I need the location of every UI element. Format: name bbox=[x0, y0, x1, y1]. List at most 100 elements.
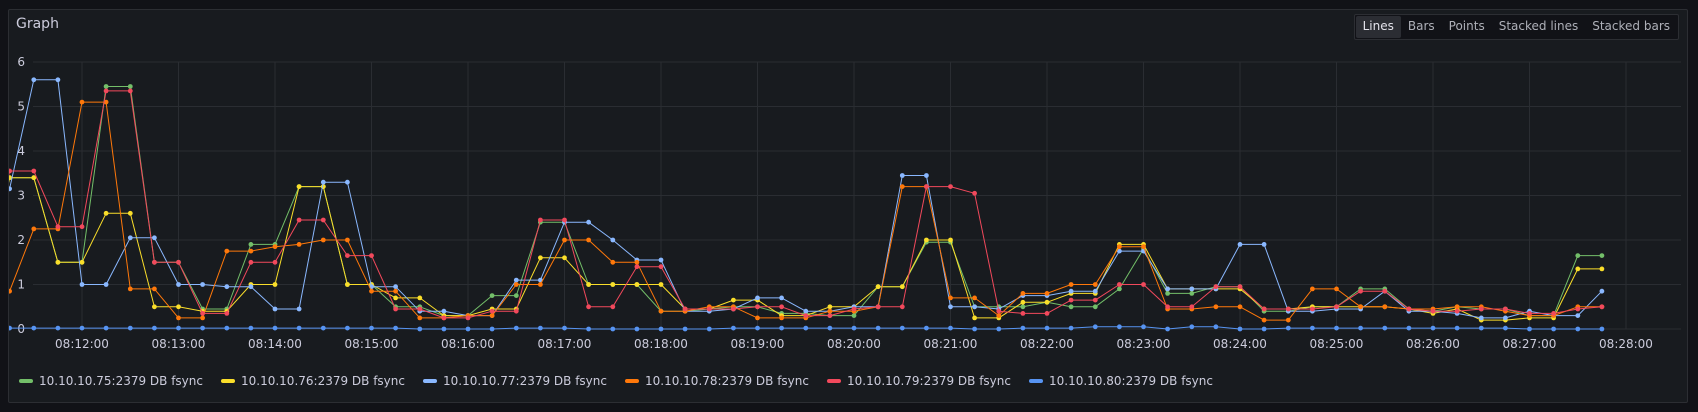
data-point bbox=[1189, 291, 1195, 296]
data-point bbox=[1117, 324, 1122, 330]
legend-item-5[interactable]: 10.10.10.79:2379 DB fsync bbox=[827, 374, 1011, 388]
data-point bbox=[899, 184, 905, 190]
x-tick-label: 08:26:00 bbox=[1406, 337, 1460, 351]
legend-item-2[interactable]: 10.10.10.76:2379 DB fsync bbox=[221, 374, 405, 388]
series-line-6 bbox=[9, 326, 1602, 330]
toggle-option-stacked-lines[interactable]: Stacked lines bbox=[1498, 19, 1579, 33]
data-point bbox=[9, 168, 12, 174]
data-point bbox=[1237, 284, 1243, 290]
legend-item-6[interactable]: 10.10.10.80:2379 DB fsync bbox=[1029, 374, 1213, 388]
y-tick-label: 5 bbox=[17, 100, 25, 114]
legend-swatch bbox=[221, 379, 235, 383]
data-point bbox=[200, 325, 206, 331]
data-point bbox=[1527, 326, 1532, 332]
data-point bbox=[634, 282, 640, 287]
data-point bbox=[924, 184, 929, 190]
data-point bbox=[851, 313, 857, 318]
data-point bbox=[1575, 313, 1581, 318]
data-point bbox=[1189, 324, 1195, 330]
data-point bbox=[899, 304, 905, 310]
data-point bbox=[610, 237, 616, 243]
data-point bbox=[1020, 299, 1026, 305]
data-point bbox=[152, 304, 157, 310]
data-point bbox=[586, 326, 591, 332]
toggle-option-points[interactable]: Points bbox=[1448, 19, 1485, 33]
data-point bbox=[79, 259, 85, 265]
data-point bbox=[1165, 286, 1170, 292]
data-point bbox=[1575, 306, 1581, 312]
data-point bbox=[996, 313, 1002, 318]
data-point bbox=[152, 325, 157, 331]
data-point bbox=[1358, 325, 1363, 331]
data-point bbox=[1551, 311, 1556, 316]
data-point bbox=[1237, 326, 1243, 332]
data-point bbox=[827, 304, 833, 310]
data-point bbox=[1261, 242, 1267, 247]
legend-item-1[interactable]: 10.10.10.75:2379 DB fsync bbox=[19, 374, 203, 388]
data-point bbox=[1092, 324, 1098, 330]
data-point bbox=[1503, 306, 1508, 312]
x-tick-label: 08:13:00 bbox=[152, 337, 206, 351]
data-point bbox=[1261, 306, 1267, 312]
data-point bbox=[320, 179, 326, 185]
toggle-option-lines[interactable]: Lines bbox=[1355, 16, 1401, 38]
data-point bbox=[899, 173, 905, 178]
legend-label: 10.10.10.75:2379 DB fsync bbox=[39, 374, 203, 388]
data-point bbox=[55, 77, 61, 83]
data-point bbox=[1527, 311, 1532, 316]
data-point bbox=[1406, 306, 1412, 312]
data-point bbox=[1068, 325, 1074, 331]
x-tick-label: 08:12:00 bbox=[55, 337, 109, 351]
data-point bbox=[948, 304, 953, 310]
data-point bbox=[755, 304, 760, 310]
data-point bbox=[489, 308, 495, 314]
data-point bbox=[176, 259, 181, 265]
data-point bbox=[1189, 286, 1195, 292]
data-point bbox=[200, 311, 206, 316]
data-point bbox=[1261, 326, 1267, 332]
data-point bbox=[345, 179, 350, 185]
data-point bbox=[1117, 244, 1122, 250]
data-point bbox=[296, 306, 302, 312]
data-point bbox=[79, 325, 85, 331]
data-point bbox=[1599, 288, 1605, 294]
data-point bbox=[1141, 282, 1146, 287]
data-point bbox=[682, 326, 688, 332]
data-point bbox=[393, 306, 398, 312]
toggle-option-stacked-bars[interactable]: Stacked bars bbox=[1592, 19, 1670, 33]
data-point bbox=[176, 325, 181, 331]
x-tick-label: 08:19:00 bbox=[731, 337, 785, 351]
data-point bbox=[345, 237, 350, 243]
data-point bbox=[1358, 304, 1363, 310]
legend-item-4[interactable]: 10.10.10.78:2379 DB fsync bbox=[625, 374, 809, 388]
data-point bbox=[55, 224, 61, 230]
legend-swatch bbox=[1029, 379, 1043, 383]
data-point bbox=[1454, 304, 1460, 310]
data-point bbox=[1068, 297, 1074, 303]
data-point bbox=[489, 293, 495, 298]
data-point bbox=[1575, 326, 1581, 332]
graph-style-toggle: Lines Bars Points Stacked lines Stacked bars bbox=[1353, 14, 1679, 40]
series-line-4 bbox=[9, 101, 1602, 321]
data-point bbox=[127, 286, 133, 292]
data-point bbox=[489, 313, 495, 318]
data-point bbox=[634, 264, 640, 270]
data-point bbox=[345, 282, 350, 287]
legend-label: 10.10.10.79:2379 DB fsync bbox=[847, 374, 1011, 388]
data-point bbox=[924, 237, 929, 243]
data-point bbox=[393, 295, 398, 301]
x-tick-label: 08:21:00 bbox=[924, 337, 978, 351]
data-point bbox=[1478, 325, 1484, 331]
data-point bbox=[393, 288, 398, 294]
legend-item-3[interactable]: 10.10.10.77:2379 DB fsync bbox=[423, 374, 607, 388]
data-point bbox=[127, 235, 133, 241]
data-point bbox=[513, 277, 519, 283]
data-point bbox=[658, 326, 664, 332]
y-tick-label: 1 bbox=[17, 278, 25, 292]
toggle-option-bars[interactable]: Bars bbox=[1407, 19, 1435, 33]
data-point bbox=[465, 326, 471, 332]
data-point bbox=[248, 248, 254, 254]
data-point bbox=[9, 288, 12, 294]
data-point bbox=[152, 259, 157, 265]
data-point bbox=[513, 308, 519, 314]
